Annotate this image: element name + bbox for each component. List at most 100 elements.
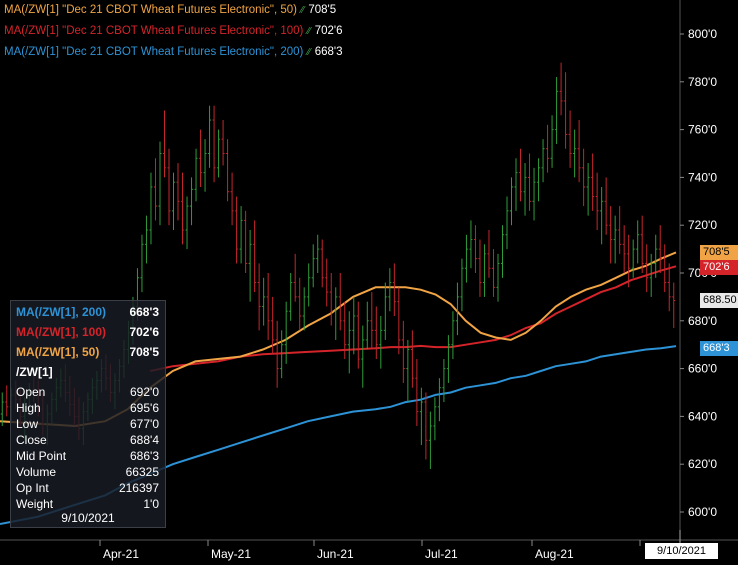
ohlc-bar — [239, 206, 243, 264]
tooltip-row-value: 695'6 — [130, 401, 159, 415]
ohlc-bar — [271, 296, 275, 355]
ohlc-bar — [604, 177, 608, 235]
ohlc-bar — [591, 153, 595, 211]
ohlc-bar — [433, 397, 437, 441]
chart-icon[interactable]: ⁄⁄ — [307, 26, 311, 37]
tooltip-ma200-row: MA(/ZW[1], 200) 668'3 — [16, 304, 159, 320]
ohlc-bar — [609, 206, 613, 264]
ohlc-bar — [307, 263, 311, 307]
ohlc-bar — [167, 148, 171, 226]
ohlc-bar — [451, 311, 455, 360]
tooltip-row-value: 688'4 — [130, 433, 159, 447]
data-tooltip: MA(/ZW[1], 200) 668'3 MA(/ZW[1], 100) 70… — [10, 300, 166, 528]
ohlc-bar — [658, 225, 662, 273]
tooltip-row: Weight 1'0 — [16, 496, 159, 512]
ohlc-bar — [613, 215, 617, 264]
ohlc-bar — [0, 392, 4, 426]
ohlc-bar — [663, 244, 667, 293]
ohlc-bar — [262, 277, 266, 326]
price-tick-label: 780'0 — [688, 75, 717, 89]
price-tick-label: 800'0 — [688, 27, 717, 41]
legend-ma50[interactable]: MA(/ZW[1] "Dec 21 CBOT Wheat Futures Ele… — [4, 4, 336, 16]
legend-ma200[interactable]: MA(/ZW[1] "Dec 21 CBOT Wheat Futures Ele… — [4, 46, 343, 58]
tooltip-ma50-row: MA(/ZW[1], 50) 708'5 — [16, 344, 159, 360]
ohlc-bar — [343, 301, 347, 360]
ohlc-bar — [631, 239, 635, 278]
ohlc-bar — [672, 282, 676, 328]
ohlc-bar — [257, 263, 261, 331]
legend-ma200-value: 668'3 — [314, 46, 343, 58]
ohlc-bar — [577, 120, 581, 183]
tooltip-row-label: Weight — [16, 497, 54, 511]
ohlc-bar — [446, 335, 450, 383]
moving-average-layer — [0, 251, 677, 525]
chart-icon[interactable]: ⁄⁄ — [300, 5, 305, 16]
ohlc-bar — [244, 210, 248, 273]
ohlc-bar — [190, 177, 194, 226]
tooltip-ma100-label: MA(/ZW[1], 100) — [16, 325, 106, 339]
ma200-line — [0, 345, 677, 525]
ohlc-bar — [645, 244, 649, 293]
tooltip-row-value: 66325 — [125, 465, 159, 479]
crosshair-date-label: 9/10/2021 — [645, 543, 718, 559]
ohlc-bar — [455, 282, 459, 336]
price-tick-label: 760'0 — [688, 123, 717, 137]
ohlc-bar — [212, 105, 216, 183]
ohlc-bar — [667, 263, 671, 312]
ohlc-bar — [636, 220, 640, 264]
ohlc-bar — [528, 153, 532, 211]
ohlc-bar — [541, 139, 545, 183]
ohlc-bar — [347, 311, 351, 374]
ohlc-bar — [361, 325, 365, 388]
ohlc-bar — [573, 129, 577, 178]
time-tick-label: Aug-21 — [535, 547, 574, 561]
ohlc-bar — [5, 385, 9, 417]
ohlc-bar — [532, 167, 536, 221]
ohlc-bar — [505, 196, 509, 250]
ohlc-bar — [514, 158, 518, 211]
ohlc-bar — [428, 411, 432, 469]
ohlc-bar — [284, 301, 288, 364]
ohlc-bar — [194, 148, 198, 202]
ohlc-bar — [546, 124, 550, 173]
tooltip-row: Open 692'0 — [16, 384, 159, 400]
ohlc-bar — [383, 282, 387, 340]
ohlc-bar — [392, 263, 396, 317]
chart-icon[interactable]: ⁄⁄ — [307, 47, 311, 58]
ohlc-bar — [473, 225, 477, 273]
tooltip-row: High 695'6 — [16, 400, 159, 416]
tooltip-ma50-label: MA(/ZW[1], 50) — [16, 345, 100, 359]
ohlc-bar — [388, 268, 392, 312]
ohlc-bar — [140, 234, 144, 293]
tooltip-ma50-value: 708'5 — [129, 345, 159, 359]
ohlc-bar — [320, 239, 324, 288]
ohlc-bar — [235, 196, 239, 264]
tooltip-row-value: 677'0 — [130, 417, 159, 431]
ohlc-bar — [401, 320, 405, 383]
tooltip-row-label: Mid Point — [16, 449, 67, 463]
ohlc-bar — [248, 229, 252, 302]
ma50-line — [0, 251, 677, 428]
ohlc-bar — [496, 253, 500, 302]
price-tag-ma50: 708'5 — [700, 245, 738, 260]
ohlc-bar — [654, 234, 658, 278]
ohlc-bar — [374, 306, 378, 360]
ohlc-bar — [491, 249, 495, 297]
ohlc-bar — [338, 273, 342, 331]
ohlc-bar — [302, 287, 306, 331]
legend-ma200-label: MA(/ZW[1] "Dec 21 CBOT Wheat Futures Ele… — [4, 46, 304, 58]
ohlc-bar — [550, 115, 554, 168]
ohlc-bar — [618, 206, 622, 254]
ohlc-bar — [325, 258, 329, 307]
legend-ma50-value: 708'5 — [308, 4, 337, 16]
price-tick-label: 600'0 — [688, 505, 717, 519]
tooltip-row: Low 677'0 — [16, 416, 159, 432]
price-tag-ma100: 702'6 — [700, 260, 738, 275]
time-tick-label: Jul-21 — [425, 547, 458, 561]
ohlc-bar — [559, 62, 563, 116]
tooltip-row-value: 692'0 — [130, 385, 159, 399]
ma100-line — [149, 265, 677, 372]
ohlc-bar — [293, 253, 297, 302]
ohlc-bar — [203, 139, 207, 192]
legend-ma100[interactable]: MA(/ZW[1] "Dec 21 CBOT Wheat Futures Ele… — [4, 25, 343, 37]
